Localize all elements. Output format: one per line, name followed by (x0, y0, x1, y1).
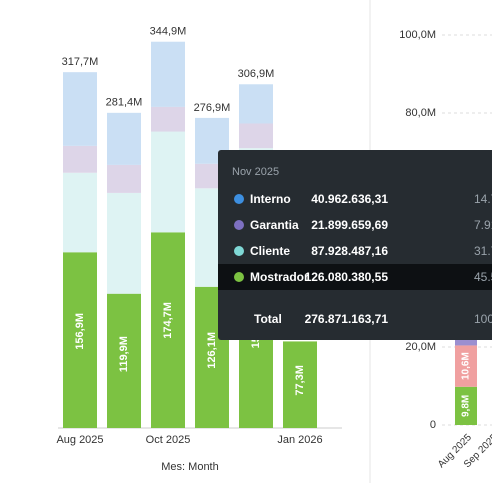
series-name: Interno (250, 192, 291, 206)
bar-segment (63, 145, 97, 173)
series-percent: 45.54 (474, 270, 492, 284)
bar-segment (151, 232, 185, 428)
bar-segment (455, 337, 477, 346)
tooltip-total-row: Total 276.871.163,71 100 (218, 306, 492, 332)
segment-label: 174,7M (162, 302, 174, 339)
total-label: 317,7M (62, 56, 99, 68)
total-label: 306,9M (238, 68, 275, 80)
bar-segment (63, 172, 97, 253)
segment-label: 9,8M (461, 395, 472, 417)
legend-dot (234, 272, 244, 282)
bar-segment (107, 112, 141, 165)
x-axis-label: Mes: Month (161, 461, 218, 473)
tooltip-row: Interno 40.962.636,31 14.79 (218, 186, 492, 212)
tooltip-row: Garantia 21.899.659,69 7.91 (218, 212, 492, 238)
y-tick-label: 20,0M (405, 341, 436, 353)
total-label: 344,9M (150, 26, 187, 38)
series-percent: 31.76 (474, 244, 492, 258)
bar-segment (283, 341, 317, 428)
bar-segment (107, 293, 141, 428)
bar-segment (63, 72, 97, 146)
bar-segment (239, 123, 273, 149)
y-tick-label: 0 (430, 419, 436, 431)
x-tick-label: Oct 2025 (146, 434, 191, 446)
total-name: Total (254, 312, 282, 326)
segment-label: 77,3M (294, 365, 306, 396)
segment-label: 10,6M (461, 352, 472, 380)
segment-label: 126,1M (206, 332, 218, 369)
x-tick-label: Jan 2026 (277, 434, 322, 446)
x-tick-label: Aug 2025 (56, 434, 103, 446)
tooltip: Nov 2025 Interno 40.962.636,31 14.79 Garant… (218, 150, 492, 340)
segment-label: 156,9M (74, 313, 86, 350)
legend-dot (234, 220, 244, 230)
series-name: Garantia (250, 218, 299, 232)
tooltip-title: Nov 2025 (232, 166, 280, 178)
segment-label: 119,9M (118, 336, 130, 372)
series-name: Mostrador (250, 270, 309, 284)
total-percent: 100 (474, 312, 492, 326)
series-value: 126.080.380,55 (304, 270, 388, 284)
total-value: 276.871.163,71 (304, 312, 388, 326)
bar-segment (239, 84, 273, 124)
y-tick-label: 80,0M (405, 107, 436, 119)
y-tick-label: 100,0M (399, 29, 436, 41)
legend-dot (234, 246, 244, 256)
bar-segment (151, 131, 185, 233)
series-value: 21.899.659,69 (311, 218, 388, 232)
bar-segment (151, 106, 185, 132)
series-name: Cliente (250, 244, 291, 258)
bar-segment (151, 41, 185, 107)
total-label: 281,4M (106, 97, 143, 109)
bar-segment (63, 252, 97, 428)
total-label: 276,9M (194, 102, 231, 114)
bar-segment (107, 192, 141, 294)
series-percent: 7.91 (474, 218, 492, 232)
series-percent: 14.79 (474, 192, 492, 206)
legend-dot (234, 194, 244, 204)
series-value: 87.928.487,16 (311, 244, 388, 258)
bar-segment (455, 345, 477, 387)
bar-segment (107, 164, 141, 193)
tooltip-row: Cliente 87.928.487,16 31.76 (218, 238, 492, 264)
bar-segment (455, 386, 477, 425)
series-value: 40.962.636,31 (311, 192, 388, 206)
